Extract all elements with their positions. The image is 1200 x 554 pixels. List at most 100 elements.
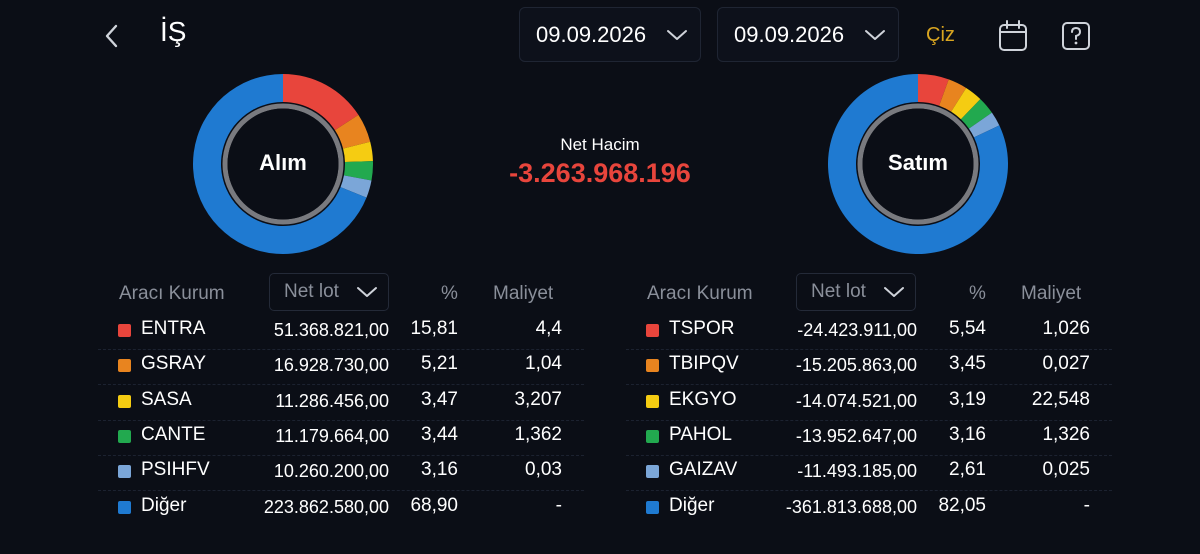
- buy-cost: 0,03: [525, 459, 562, 481]
- sell-cost: 0,027: [1042, 353, 1090, 375]
- buy-table-row[interactable]: GSRAY 16.928.730,00 5,21 1,04: [98, 349, 584, 386]
- sell-table-row[interactable]: PAHOL -13.952.647,00 3,16 1,326: [626, 420, 1112, 456]
- sell-percent: 3,16: [949, 423, 986, 445]
- sell-donut-slice: [951, 87, 981, 120]
- sell-donut-hole: [862, 108, 974, 220]
- buy-broker-name: GSRAY: [141, 353, 207, 375]
- calendar-icon[interactable]: [997, 19, 1029, 53]
- sell-donut-chart: [828, 74, 1008, 254]
- back-arrow-icon[interactable]: [100, 22, 124, 50]
- net-volume-label: Net Hacim: [560, 135, 640, 154]
- buy-chart-label: Alım: [259, 150, 307, 175]
- sell-cost: 22,548: [1031, 388, 1090, 410]
- buy-net-lot: 16.928.730,00: [273, 355, 389, 376]
- buy-donut-slice: [193, 74, 367, 254]
- sell-pct-header: %: [969, 283, 986, 304]
- sell-table-row[interactable]: Diğer -361.813.688,00 82,05 -: [626, 491, 1112, 526]
- sell-net-lot: -361.813.688,00: [785, 496, 917, 517]
- buy-net-lot: 11.179.664,00: [275, 425, 389, 446]
- buy-percent: 68,90: [410, 494, 458, 516]
- sell-table-row[interactable]: TBIPQV -15.205.863,00 3,45 0,027: [626, 349, 1112, 386]
- buy-net-lot: 10.260.200,00: [273, 461, 389, 482]
- buy-cost: 4,4: [535, 318, 562, 339]
- buy-lot-select-label: Net lot: [284, 281, 339, 302]
- sell-cost: -: [1083, 494, 1090, 516]
- start-date-select[interactable]: 09.09.2026: [519, 7, 701, 62]
- sell-net-lot: -11.493.185,00: [797, 461, 917, 482]
- sell-color-swatch: [646, 394, 659, 408]
- draw-button[interactable]: Çiz: [926, 24, 955, 46]
- buy-donut-inner-ring: [222, 103, 344, 225]
- buy-percent: 15,81: [410, 318, 458, 339]
- buy-cost: 1,362: [514, 423, 562, 445]
- sell-broker-header: Aracı Kurum: [647, 283, 753, 304]
- buy-table-row[interactable]: CANTE 11.179.664,00 3,44 1,362: [98, 420, 584, 456]
- buy-color-swatch: [118, 394, 131, 408]
- buy-lot-select[interactable]: Net lot: [269, 273, 389, 311]
- buy-donut-slice: [343, 141, 373, 163]
- end-date-select[interactable]: 09.09.2026: [717, 7, 899, 62]
- buy-donut-hole: [227, 108, 339, 220]
- sell-percent: 82,05: [938, 494, 986, 516]
- buy-broker-name: CANTE: [141, 423, 206, 445]
- sell-broker-name: EKGYO: [669, 388, 737, 410]
- buy-donut-slice: [334, 114, 371, 149]
- sell-color-swatch: [646, 465, 659, 479]
- sell-donut-inner-ring: [857, 103, 979, 225]
- buy-color-swatch: [118, 465, 131, 479]
- buy-pct-header: %: [441, 283, 458, 304]
- buy-broker-name: ENTRA: [141, 318, 206, 339]
- chevron-down-icon: [667, 29, 687, 40]
- sell-lot-select[interactable]: Net lot: [796, 273, 916, 311]
- sell-donut-slice: [960, 99, 992, 129]
- buy-table-row[interactable]: SASA 11.286.456,00 3,47 3,207: [98, 385, 584, 421]
- sell-broker-name: GAIZAV: [669, 459, 738, 481]
- buy-percent: 5,21: [421, 353, 458, 375]
- buy-cost: 3,207: [514, 388, 562, 410]
- sell-donut-slice: [968, 112, 1000, 138]
- sell-color-swatch: [646, 500, 659, 514]
- buy-table-row[interactable]: Diğer 223.862.580,00 68,90 -: [98, 491, 584, 526]
- sell-table-row[interactable]: TSPOR -24.423.911,00 5,54 1,026: [626, 314, 1112, 350]
- sell-lot-select-label: Net lot: [811, 281, 866, 302]
- sell-net-lot: -13.952.647,00: [795, 425, 917, 446]
- sell-percent: 5,54: [949, 318, 986, 339]
- buy-color-swatch: [118, 359, 131, 373]
- buy-color-swatch: [118, 324, 131, 337]
- sell-donut-slice: [828, 74, 1008, 254]
- buy-donut-slice: [340, 175, 372, 198]
- sell-table-row[interactable]: GAIZAV -11.493.185,00 2,61 0,025: [626, 455, 1112, 492]
- buy-broker-name: PSIHFV: [141, 459, 210, 481]
- sell-donut-slice: [918, 74, 949, 106]
- buy-table-row[interactable]: ENTRA 51.368.821,00 15,81 4,4: [98, 314, 584, 350]
- buy-net-lot: 51.368.821,00: [273, 320, 389, 340]
- sell-cost: 1,026: [1042, 318, 1090, 339]
- sell-cost: 0,025: [1042, 459, 1090, 481]
- sell-net-lot: -15.205.863,00: [795, 355, 917, 376]
- sell-net-lot: -24.423.911,00: [797, 320, 917, 340]
- buy-broker-header: Aracı Kurum: [119, 283, 225, 304]
- sell-percent: 3,19: [949, 388, 986, 410]
- end-date-value: 09.09.2026: [734, 21, 845, 47]
- sell-cost-header: Maliyet: [1021, 283, 1082, 304]
- buy-donut-slice: [283, 74, 359, 131]
- sell-broker-name: TBIPQV: [669, 353, 739, 375]
- buy-broker-name: SASA: [141, 388, 192, 410]
- start-date-value: 09.09.2026: [536, 21, 647, 47]
- chevron-down-icon: [357, 287, 377, 297]
- sell-table-row[interactable]: EKGYO -14.074.521,00 3,19 22,548: [626, 385, 1112, 421]
- buy-cost-header: Maliyet: [493, 283, 554, 304]
- sell-donut-slice: [939, 79, 967, 112]
- chevron-down-icon: [884, 287, 904, 297]
- buy-net-lot: 11.286.456,00: [275, 390, 389, 411]
- buy-color-swatch: [118, 500, 131, 514]
- sell-percent: 3,45: [949, 353, 986, 375]
- buy-broker-name: Diğer: [141, 494, 187, 516]
- sell-net-lot: -14.074.521,00: [795, 390, 917, 411]
- buy-net-lot: 223.862.580,00: [263, 496, 389, 517]
- buy-donut-chart: [193, 74, 373, 254]
- sell-broker-name: Diğer: [669, 494, 715, 516]
- chevron-down-icon: [865, 29, 885, 40]
- help-icon[interactable]: [1060, 19, 1092, 53]
- buy-table-row[interactable]: PSIHFV 10.260.200,00 3,16 0,03: [98, 455, 584, 492]
